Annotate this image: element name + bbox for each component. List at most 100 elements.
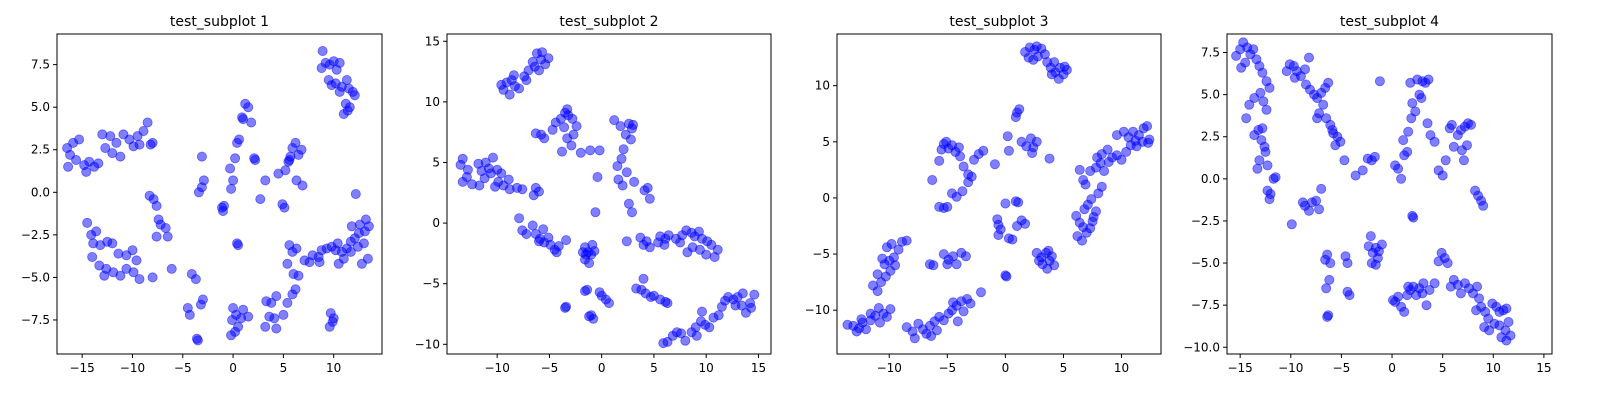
scatter-point (872, 286, 883, 297)
scatter-point (280, 165, 291, 176)
scatter-point (609, 115, 620, 126)
scatter-point (1421, 300, 1432, 311)
scatter-point (290, 137, 301, 148)
scatter-point (238, 304, 249, 315)
scatter-point (713, 310, 724, 321)
scatter-point (1249, 93, 1260, 104)
x-tick-label: 0 (1002, 361, 1010, 375)
scatter-point (928, 260, 939, 271)
scatter-point (1370, 259, 1381, 270)
scatter-point (1258, 96, 1269, 107)
scatter-point (521, 228, 532, 239)
scatter-point (1399, 306, 1410, 317)
scatter-point (1252, 163, 1263, 174)
scatter-point (642, 182, 653, 193)
scatter-point (1074, 164, 1085, 175)
scatter-point (1501, 303, 1512, 314)
y-tick-label: −5 (812, 247, 830, 261)
scatter-point (659, 239, 670, 250)
scatter-point (162, 231, 173, 242)
x-tick-label: 15 (751, 361, 766, 375)
scatter-point (243, 311, 254, 322)
scatter-point (675, 237, 686, 248)
scatter-point (1096, 181, 1107, 192)
scatter-point (644, 193, 655, 204)
scatter-point (233, 240, 244, 251)
scatter-point (492, 164, 503, 175)
scatter-point (217, 205, 228, 216)
scatter-point (865, 308, 876, 319)
scatter-point (1503, 316, 1514, 327)
scatter-point (191, 333, 202, 344)
scatter-point (131, 255, 142, 266)
scatter-point (587, 239, 598, 250)
scatter-point (534, 236, 545, 247)
scatter-point (1455, 288, 1466, 299)
scatter-point (890, 260, 901, 271)
scatter-point (746, 302, 757, 313)
scatter-point (534, 65, 545, 76)
scatter-points (455, 47, 760, 349)
y-tick-label: −5.0 (21, 270, 50, 284)
scatter-point (184, 309, 195, 320)
scatter-point (1031, 41, 1042, 52)
scatter-point (1311, 195, 1322, 206)
scatter-point (314, 257, 325, 268)
scatter-point (948, 297, 959, 308)
scatter-point (627, 207, 638, 218)
y-tick-label: 0 (822, 191, 830, 205)
scatter-point (260, 175, 271, 186)
scatter-point (282, 297, 293, 308)
scatter-point (1248, 44, 1259, 55)
scatter-point (1046, 69, 1057, 80)
scatter-point (147, 272, 158, 283)
scatter-point (872, 269, 883, 280)
scatter-point (993, 229, 1004, 240)
scatter-point (350, 188, 361, 199)
scatter-point (1446, 119, 1457, 130)
y-tick-label: 10 (815, 79, 830, 93)
scatter-point (963, 169, 974, 180)
scatter-point (1474, 293, 1485, 304)
scatter-point (1027, 147, 1038, 158)
scatter-point (342, 105, 353, 116)
scatter-point (1423, 74, 1434, 85)
subplot-1: test_subplot 1 −15 −10 −5 0 5 10 −7.5 −5.0 −2.5 0.… (21, 14, 383, 375)
scatter-point (958, 161, 969, 172)
scatter-point (615, 121, 626, 132)
scatter-point (1472, 281, 1483, 292)
scatter-point (978, 145, 989, 156)
scatter-point (521, 75, 532, 86)
scatter-point (514, 213, 525, 224)
subplot-title: test_subplot 4 (1340, 14, 1439, 30)
scatter-point (142, 117, 153, 128)
scatter-point (873, 302, 884, 313)
scatter-point (993, 219, 1004, 230)
scatter-point (1393, 163, 1404, 174)
x-tick-label: −10 (877, 361, 902, 375)
scatter-point (354, 219, 365, 230)
scatter-point (557, 146, 568, 157)
x-tick-label: 5 (650, 361, 658, 375)
scatter-point (1000, 198, 1011, 209)
x-tick-label: 10 (1114, 361, 1129, 375)
scatter-point (1320, 254, 1331, 265)
scatter-point (680, 335, 691, 346)
scatter-point (927, 174, 938, 185)
scatter-point (1304, 205, 1315, 216)
scatter-point (592, 171, 603, 182)
scatter-point (1501, 335, 1512, 346)
scatter-point (1322, 311, 1333, 322)
scatter-point (538, 224, 549, 235)
scatter-point (938, 138, 949, 149)
scatter-point (960, 251, 971, 262)
axes-frame (446, 33, 772, 355)
scatter-point (1429, 278, 1440, 289)
subplot-title: test_subplot 2 (559, 14, 658, 30)
scatter-point (861, 324, 872, 335)
y-tick-label: −10.0 (1183, 340, 1220, 354)
scatter-point (1013, 197, 1024, 208)
scatter-point (965, 298, 976, 309)
scatter-point (74, 134, 85, 145)
